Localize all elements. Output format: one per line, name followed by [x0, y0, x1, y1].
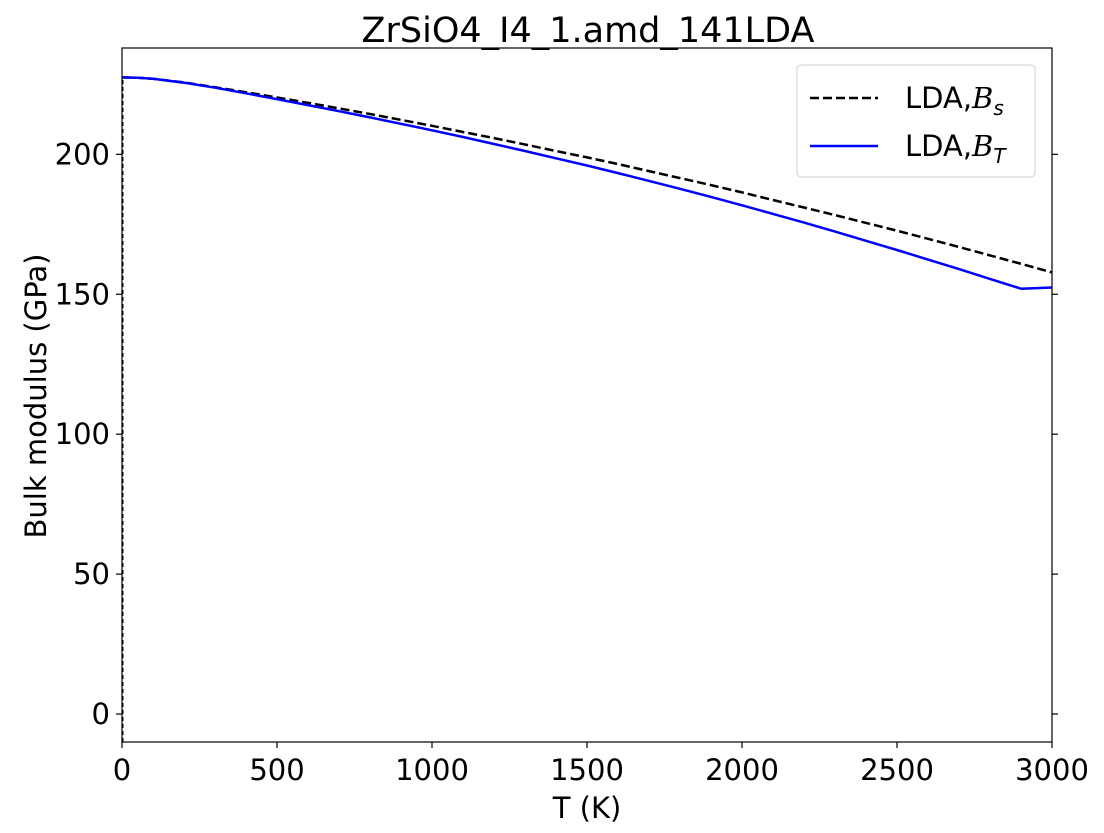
- x-tick-label: 1000: [395, 753, 469, 787]
- y-axis-ticks: 0 50 100 150 200: [55, 137, 1058, 731]
- x-tick-label: 500: [249, 753, 304, 787]
- series-layer: [121, 76, 1053, 742]
- legend: LDA,Bs LDA,BT: [796, 64, 1036, 178]
- x-axis-label: T (K): [552, 791, 622, 825]
- x-tick-label: 2000: [705, 753, 779, 787]
- y-axis-label: Bulk modulus (GPa): [19, 254, 53, 539]
- x-tick-label: 2500: [860, 753, 934, 787]
- chart-title: ZrSiO4_I4_1.amd_141LDA: [362, 11, 815, 51]
- legend-label-2: LDA,BT: [905, 129, 1007, 168]
- plot-area: [121, 47, 1053, 743]
- y-tick-label: 200: [55, 137, 110, 171]
- y-tick-label: 0: [92, 697, 110, 731]
- y-tick-label: 50: [73, 557, 110, 591]
- x-axis-ticks: 0 500 1000 1500 2000 2500 3000: [113, 742, 1089, 787]
- x-tick-label: 0: [113, 753, 131, 787]
- legend-label-1: LDA,Bs: [905, 81, 1004, 120]
- y-tick-label: 100: [55, 417, 110, 451]
- x-tick-label: 1500: [550, 753, 624, 787]
- series-line-2: [121, 76, 1053, 290]
- legend-box: [796, 64, 1036, 178]
- y-tick-label: 150: [55, 277, 110, 311]
- x-tick-label: 3000: [1015, 753, 1089, 787]
